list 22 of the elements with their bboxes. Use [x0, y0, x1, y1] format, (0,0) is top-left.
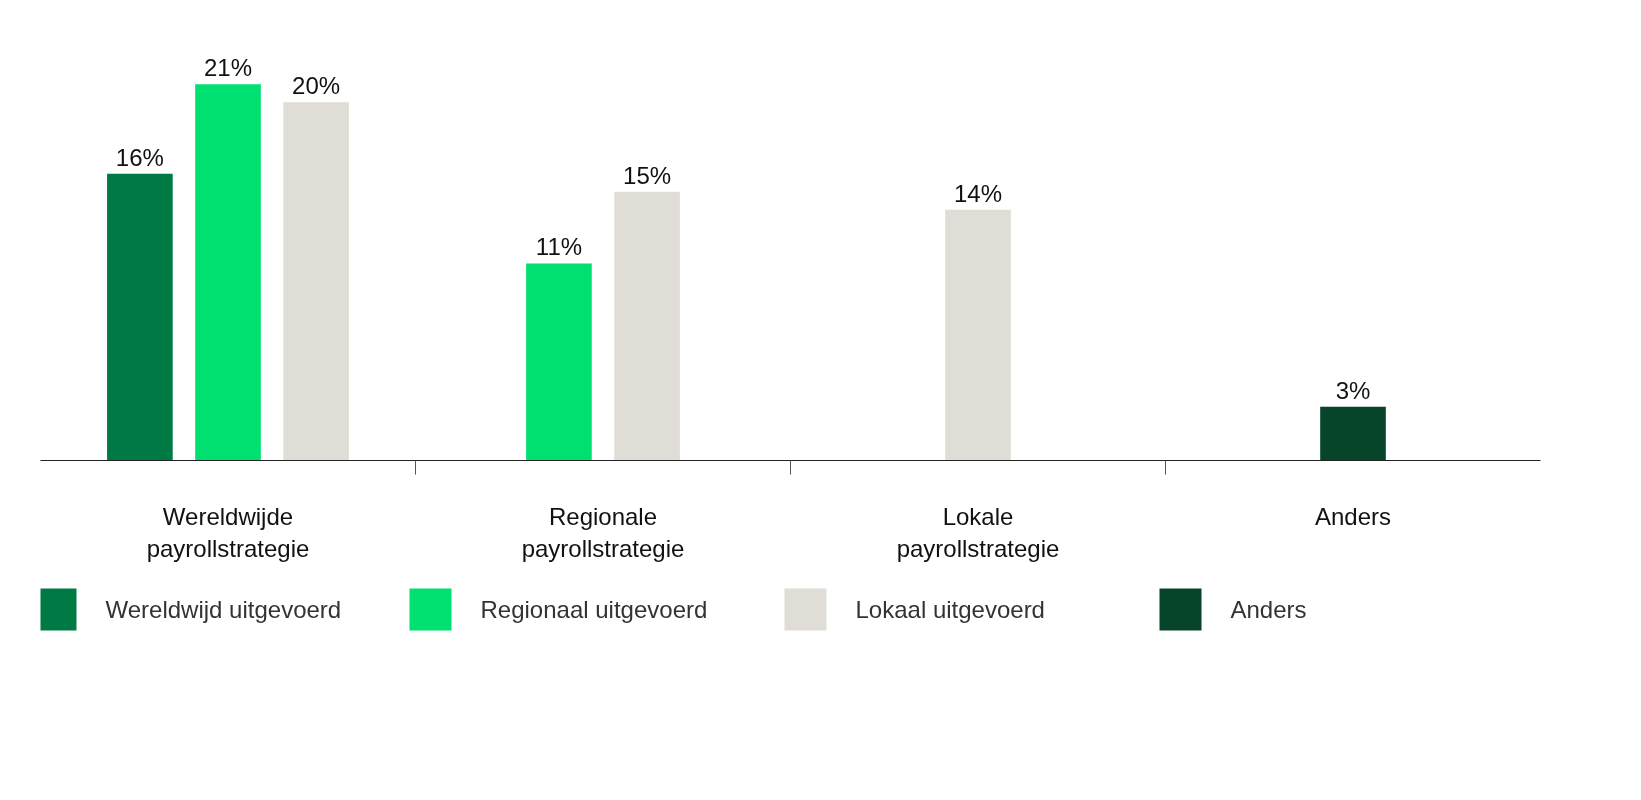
bar — [1320, 406, 1386, 461]
bar — [945, 209, 1011, 461]
data-label: 21% — [203, 54, 253, 82]
x-tick-label: Lokale payrollstrategie — [896, 502, 1060, 562]
data-label: 16% — [115, 143, 164, 171]
bar — [614, 191, 680, 461]
legend-label: Regionaal uitgevoerd — [480, 596, 708, 623]
bar — [526, 263, 592, 461]
data-label: 14% — [953, 179, 1003, 207]
x-tick-label: Regionale payrollstrategie — [521, 502, 685, 562]
bar — [195, 84, 261, 461]
x-tick-label: Anders — [1314, 502, 1392, 530]
legend-label: Lokaal uitgevoerd — [855, 596, 1045, 623]
legend-label: Anders — [1230, 596, 1307, 623]
data-label: 15% — [623, 161, 672, 189]
legend-label: Wereldwijd uitgevoerd — [105, 596, 342, 623]
bar — [107, 173, 173, 461]
x-tick-label: Wereldwijde payrollstrategie — [146, 502, 310, 562]
bar — [283, 102, 349, 461]
data-label: 11% — [535, 233, 583, 261]
data-label: 20% — [292, 72, 341, 100]
data-label: 3% — [1335, 376, 1371, 404]
